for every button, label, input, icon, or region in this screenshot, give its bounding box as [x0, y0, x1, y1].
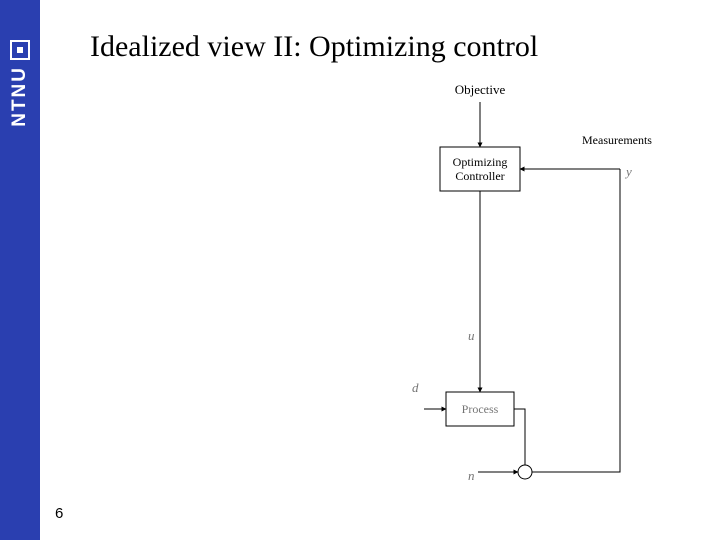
- ntnu-logo-icon: [10, 40, 30, 60]
- slide-container: NTNU Idealized view II: Optimizing contr…: [0, 0, 720, 540]
- diagram-svg: Objective OptimizingController Measurement…: [350, 84, 690, 494]
- label-y_label: y: [624, 164, 632, 179]
- label-u_label: u: [468, 328, 475, 343]
- node-controller-label: Optimizing: [453, 155, 508, 169]
- control-loop-diagram: Objective OptimizingController Measurement…: [350, 84, 690, 494]
- page-number: 6: [55, 505, 63, 522]
- node-controller-label: Controller: [455, 169, 504, 183]
- label-d_label: d: [412, 380, 419, 395]
- node-process-label: Process: [462, 402, 499, 416]
- page-title: Idealized view II: Optimizing control: [90, 30, 538, 64]
- label-measurements: Measurements: [582, 133, 652, 147]
- ntnu-logo: NTNU: [6, 40, 34, 127]
- ntnu-logo-text: NTNU: [9, 66, 31, 127]
- label-objective: Objective: [455, 82, 506, 97]
- ntnu-logo-icon-inner: [17, 47, 23, 53]
- label-n_label: n: [468, 468, 475, 483]
